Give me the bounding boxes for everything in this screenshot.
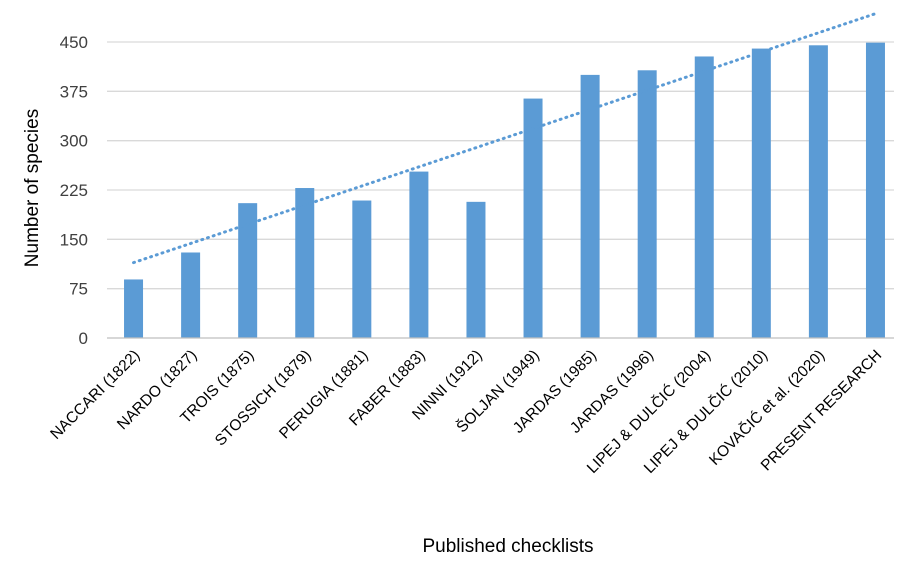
bar	[808, 45, 828, 339]
bar	[295, 188, 315, 338]
bar	[694, 56, 714, 339]
bar	[238, 203, 258, 338]
bar	[637, 70, 657, 338]
y-tick-label: 300	[60, 132, 88, 151]
bar	[466, 201, 486, 338]
y-tick-label: 375	[60, 82, 88, 101]
y-tick-label: 450	[60, 33, 88, 52]
bar	[751, 48, 771, 338]
y-tick-labels: 0 75 150 225 300 375 450	[60, 33, 88, 348]
y-axis-title: Number of species	[22, 109, 43, 267]
y-tick-label: 225	[60, 181, 88, 200]
bar	[352, 200, 372, 338]
y-tick-label: 0	[79, 329, 88, 348]
bar	[865, 42, 885, 338]
bars	[124, 42, 885, 339]
gridlines	[107, 41, 894, 290]
y-tick-label: 75	[69, 280, 88, 299]
x-tick-labels: NACCARI (1822)NARDO (1827)TROIS (1875)ST…	[47, 347, 885, 477]
bar	[409, 171, 429, 338]
bar	[181, 252, 201, 338]
trendline	[132, 12, 877, 265]
bar	[124, 279, 144, 338]
x-tick-label: KOVAČIĆ et al. (2020)	[706, 347, 828, 469]
x-tick-label: STOSSICH (1879)	[212, 347, 315, 450]
y-tick-label: 150	[60, 230, 88, 249]
x-axis-title: Published checklists	[422, 536, 593, 557]
x-tick-label: PRESENT RESEARCH	[758, 347, 886, 475]
bar	[523, 98, 543, 339]
bar	[580, 74, 600, 338]
